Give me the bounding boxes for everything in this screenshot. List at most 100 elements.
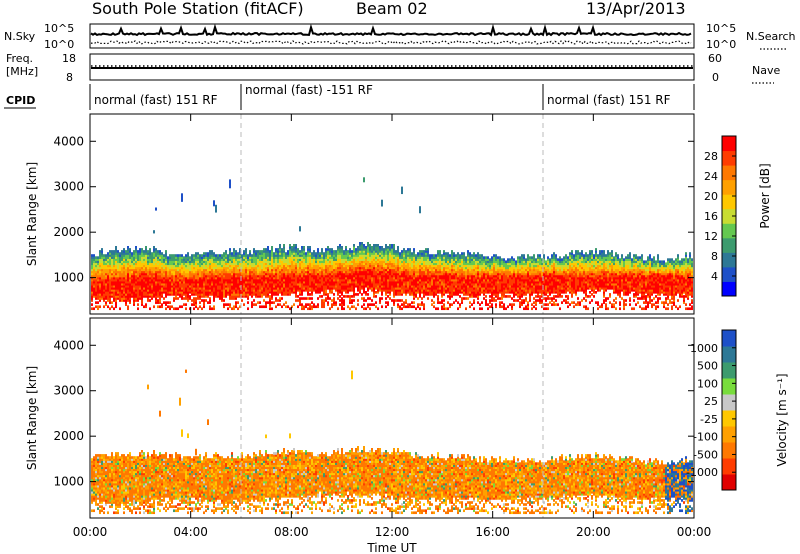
power-cell [231, 252, 233, 255]
power-cell [299, 226, 301, 231]
power-cell [297, 305, 299, 308]
power-cell [401, 303, 403, 306]
power-cell [221, 254, 223, 257]
power-cell [315, 252, 317, 255]
power-cell [115, 246, 117, 249]
power-data [91, 114, 693, 314]
power-cell [393, 244, 395, 247]
power-cell [453, 301, 455, 304]
power-cell [479, 254, 481, 257]
power-cell [167, 301, 169, 304]
power-cell [165, 307, 167, 310]
power-cell [275, 305, 277, 308]
power-cell [355, 248, 357, 251]
power-cell [111, 301, 113, 304]
power-cell [491, 303, 493, 306]
power-cell [237, 252, 239, 255]
power-cell [197, 307, 199, 310]
power-cell [495, 299, 497, 302]
power-cell [113, 307, 115, 310]
power-cell [303, 297, 305, 300]
power-cell [95, 256, 97, 259]
power-cell [163, 301, 165, 304]
power-cell [213, 252, 215, 255]
power-cell [371, 303, 373, 306]
power-cell [181, 305, 183, 308]
power-cell [227, 303, 229, 306]
power-cell [91, 254, 93, 257]
power-cell [153, 246, 155, 249]
cpid-mode-label: normal (fast) 151 RF [547, 93, 671, 107]
power-cell [431, 303, 433, 306]
power-cell [271, 301, 273, 304]
power-cell [201, 299, 203, 302]
power-cell [103, 254, 105, 257]
power-cell [463, 297, 465, 300]
power-cell [259, 250, 261, 253]
freq-label-line2: [MHz] [6, 65, 38, 78]
power-cell [265, 248, 267, 251]
power-cell [247, 307, 249, 310]
power-cell [495, 303, 497, 306]
freq-left-tick-top: 18 [62, 52, 76, 65]
power-cell [327, 293, 329, 296]
power-cell [397, 303, 399, 306]
power-cell [179, 305, 181, 308]
power-cell [333, 250, 335, 253]
power-cell [97, 305, 99, 308]
power-cell [305, 303, 307, 306]
power-cell [311, 305, 313, 308]
power-cell [237, 307, 239, 310]
power-cell [331, 299, 333, 302]
power-cell [325, 297, 327, 300]
noise-left-label: N.Sky [4, 30, 36, 43]
power-cell [229, 248, 231, 251]
power-cell [401, 307, 403, 310]
power-cell [195, 252, 197, 255]
power-cell [487, 303, 489, 306]
power-cell [321, 295, 323, 298]
power-cell [177, 254, 179, 257]
power-cell [363, 303, 365, 306]
power-cell [183, 303, 185, 306]
power-cell [273, 252, 275, 255]
cpid-label: CPID [6, 94, 35, 107]
power-cell [173, 307, 175, 310]
power-cell [307, 246, 309, 249]
power-cell [295, 244, 297, 247]
power-cell [481, 307, 483, 310]
power-cell [313, 250, 315, 253]
power-cell [385, 305, 387, 308]
power-cell [395, 250, 397, 253]
power-cell [421, 250, 423, 253]
power-cell [323, 299, 325, 302]
power-cell [457, 307, 459, 310]
power-cell [471, 254, 473, 257]
power-cell [469, 305, 471, 308]
power-cell [215, 205, 217, 213]
power-cell [171, 254, 173, 257]
power-cell [373, 303, 375, 306]
power-cell [387, 301, 389, 304]
power-cell [351, 250, 353, 253]
power-cell [487, 256, 489, 259]
power-cell [135, 246, 137, 249]
power-cell [149, 307, 151, 310]
power-cell [269, 295, 271, 298]
power-cell [347, 250, 349, 253]
power-cell [255, 303, 257, 306]
power-cell [311, 252, 313, 255]
power-cell [307, 303, 309, 306]
power-cell [199, 254, 201, 257]
power-cell [209, 297, 211, 300]
power-cell [253, 303, 255, 306]
power-cell [439, 250, 441, 253]
power-cell [457, 301, 459, 304]
power-cell [469, 252, 471, 255]
power-cell [459, 254, 461, 257]
power-cell [433, 254, 435, 257]
power-cell [479, 303, 481, 306]
power-cell [363, 177, 365, 182]
power-cell [449, 303, 451, 306]
power-cell [369, 303, 371, 306]
